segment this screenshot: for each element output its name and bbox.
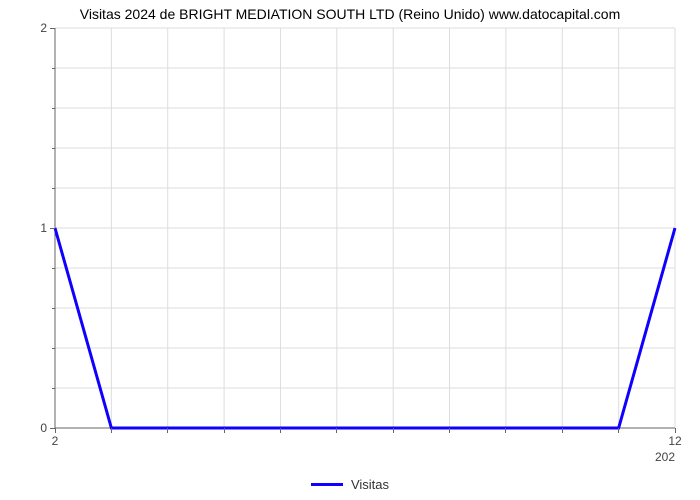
y-minor-tick-mark xyxy=(52,388,55,389)
x-tick-mark xyxy=(505,428,506,433)
x-tick-label: 2 xyxy=(52,434,59,448)
y-minor-tick-mark xyxy=(52,308,55,309)
visits-line-chart: Visitas 2024 de BRIGHT MEDIATION SOUTH L… xyxy=(0,0,700,500)
x-tick-mark xyxy=(393,428,394,433)
y-minor-tick-mark xyxy=(52,348,55,349)
x-tick-mark xyxy=(675,428,676,433)
y-minor-tick-mark xyxy=(52,148,55,149)
y-tick-label: 0 xyxy=(40,421,47,435)
y-tick-mark xyxy=(50,28,55,29)
chart-title: Visitas 2024 de BRIGHT MEDIATION SOUTH L… xyxy=(0,6,700,22)
x-tick-mark xyxy=(55,428,56,433)
chart-legend: Visitas xyxy=(0,477,700,492)
plot-area: 012212 202 xyxy=(55,28,675,428)
x-tick-mark xyxy=(224,428,225,433)
x-tick-mark xyxy=(167,428,168,433)
legend-swatch xyxy=(311,483,343,486)
x-tick-label: 12 xyxy=(668,434,681,448)
y-minor-tick-mark xyxy=(52,188,55,189)
x-tick-mark xyxy=(562,428,563,433)
series-line-visitas xyxy=(55,228,675,428)
x-tick-mark xyxy=(336,428,337,433)
y-minor-tick-mark xyxy=(52,68,55,69)
y-minor-tick-mark xyxy=(52,268,55,269)
legend-label: Visitas xyxy=(351,477,389,492)
y-tick-label: 1 xyxy=(40,221,47,235)
x-tick-mark xyxy=(449,428,450,433)
plot-svg xyxy=(55,28,675,428)
y-minor-tick-mark xyxy=(52,108,55,109)
y-tick-label: 2 xyxy=(40,21,47,35)
x-axis-sublabel: 202 xyxy=(655,450,675,464)
x-tick-mark xyxy=(618,428,619,433)
x-tick-mark xyxy=(111,428,112,433)
y-tick-mark xyxy=(50,228,55,229)
x-tick-mark xyxy=(280,428,281,433)
